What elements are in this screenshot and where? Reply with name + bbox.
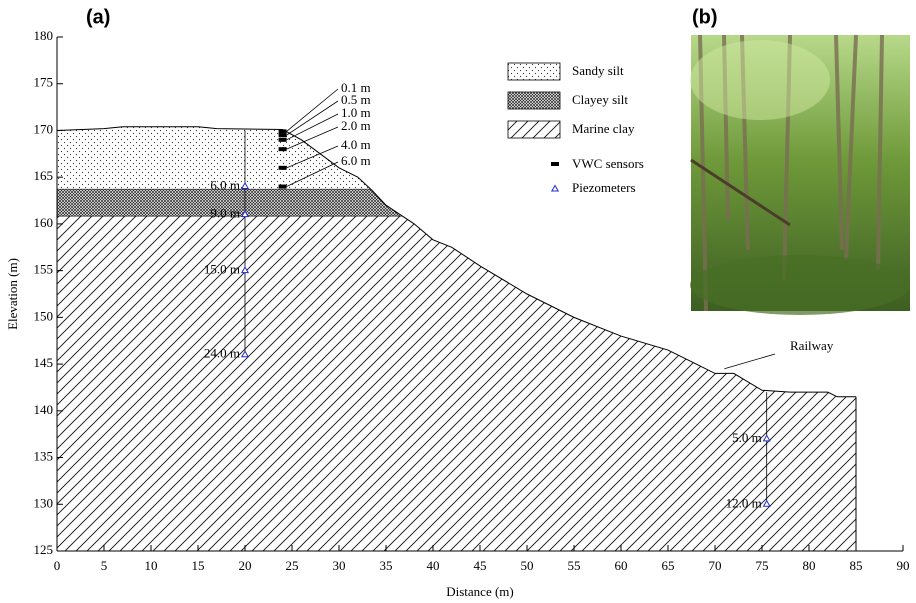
legend-symbol (550, 184, 560, 192)
depth-label: 5.0 m (732, 430, 762, 445)
annotation-leader (724, 353, 776, 370)
piezometer (240, 182, 250, 190)
y-tick-label: 135 (34, 449, 54, 464)
piezometer (240, 210, 250, 218)
x-tick-label: 75 (756, 558, 769, 573)
x-tick-label: 65 (662, 558, 675, 573)
legend-label: Piezometers (572, 180, 636, 195)
x-tick-label: 50 (521, 558, 534, 573)
x-tick-label: 80 (803, 558, 816, 573)
vwc-sensor (278, 129, 287, 134)
depth-label: 12.0 m (726, 495, 762, 510)
x-tick-label: 90 (897, 558, 910, 573)
legend-symbol (551, 162, 559, 166)
y-tick-label: 145 (34, 355, 54, 370)
x-tick-label: 60 (615, 558, 628, 573)
piezometer (762, 434, 771, 442)
panel-label: (a) (86, 6, 110, 28)
vwc-sensor (278, 137, 287, 142)
leader-line (286, 126, 339, 150)
piezometer (240, 266, 250, 274)
legend-label: Clayey silt (572, 92, 628, 107)
x-tick-label: 55 (568, 558, 581, 573)
y-axis-label: Elevation (m) (5, 258, 20, 330)
y-tick-label: 155 (34, 262, 54, 277)
x-tick-label: 25 (286, 558, 299, 573)
depth-label: 6.0 m (341, 153, 371, 168)
legend-label: Marine clay (572, 121, 635, 136)
leader-line (286, 113, 339, 141)
depth-label: 1.0 m (341, 105, 371, 120)
y-tick-label: 175 (34, 75, 54, 90)
y-tick-label: 130 (34, 495, 54, 510)
legend-swatch (507, 62, 561, 81)
piezometer (240, 350, 250, 358)
vwc-sensor (278, 184, 287, 189)
x-tick-label: 45 (474, 558, 487, 573)
y-tick-label: 165 (34, 168, 54, 183)
y-tick-label: 125 (34, 542, 54, 557)
x-tick-label: 15 (192, 558, 205, 573)
x-tick-label: 20 (239, 558, 252, 573)
depth-label: 0.5 m (341, 92, 371, 107)
y-tick-label: 180 (34, 28, 54, 43)
y-tick-label: 140 (34, 402, 54, 417)
legend-label: Sandy silt (572, 63, 624, 78)
x-tick-label: 40 (427, 558, 440, 573)
x-tick-label: 85 (850, 558, 863, 573)
y-tick-label: 170 (34, 121, 54, 136)
x-tick-label: 35 (380, 558, 393, 573)
depth-label: 0.1 m (341, 80, 371, 95)
y-tick-label: 160 (34, 215, 54, 230)
x-tick-label: 5 (101, 558, 108, 573)
piezometer (762, 499, 771, 507)
legend-swatch (507, 91, 561, 110)
y-tick-label: 150 (34, 308, 54, 323)
photo (690, 34, 910, 315)
x-tick-label: 30 (333, 558, 346, 573)
depth-label: 2.0 m (341, 118, 371, 133)
depth-label: 24.0 m (204, 346, 240, 361)
depth-label: 4.0 m (341, 137, 371, 152)
leader-line (286, 100, 339, 136)
x-tick-label: 0 (54, 558, 61, 573)
panel-label: (b) (692, 6, 718, 28)
leader-line (286, 161, 339, 187)
x-axis-label: Distance (m) (446, 584, 514, 599)
vwc-sensor (278, 147, 287, 152)
x-tick-label: 70 (709, 558, 722, 573)
depth-label: 6.0 m (210, 178, 240, 193)
annotation: Railway (790, 338, 834, 353)
vwc-sensor (278, 133, 287, 138)
leader-line (286, 88, 339, 132)
x-tick-label: 10 (145, 558, 158, 573)
depth-label: 9.0 m (210, 206, 240, 221)
ground-surface (56, 126, 856, 398)
leader-line (286, 145, 339, 169)
legend-label: VWC sensors (572, 156, 644, 171)
legend-swatch (507, 120, 561, 139)
depth-label: 15.0 m (204, 262, 240, 277)
vwc-sensor (278, 165, 287, 170)
